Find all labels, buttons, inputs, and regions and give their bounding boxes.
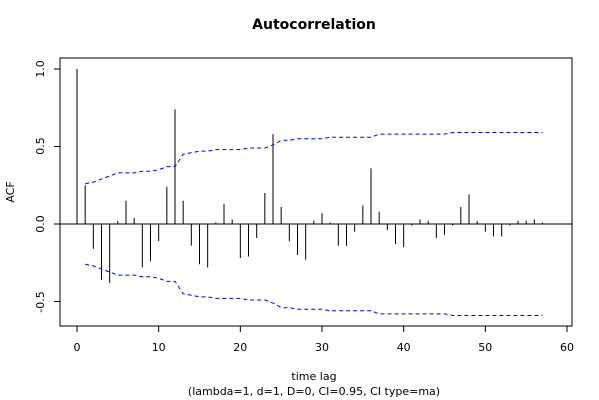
y-tick-label-05: 0.5 (34, 137, 47, 155)
x-tick-label-10: 10 (152, 341, 166, 354)
plot-frame (59, 57, 573, 327)
chart-title: Autocorrelation (252, 17, 376, 33)
x-tick-label-0: 0 (74, 341, 81, 354)
ci-upper-line (85, 132, 543, 185)
acf-bars (76, 69, 543, 283)
x-axis: 0 10 20 30 40 50 60 (74, 341, 575, 354)
y-axis: -0.5 0.0 0.5 1.0 (34, 60, 47, 312)
ci-lower-line (85, 263, 543, 316)
x-tick-label-40: 40 (397, 341, 411, 354)
y-axis-label: ACF (4, 181, 17, 202)
x-tick-label-30: 30 (315, 341, 329, 354)
y-tick-label-neg05: -0.5 (34, 291, 47, 312)
x-tick-label-50: 50 (478, 341, 492, 354)
x-tick-label-20: 20 (233, 341, 247, 354)
x-tick-label-60: 60 (560, 341, 574, 354)
x-axis-subtitle: (lambda=1, d=1, D=0, CI=0.95, CI type=ma… (188, 385, 440, 398)
ci-lines (85, 132, 543, 316)
x-axis-label: time lag (291, 370, 336, 383)
tick-marks (54, 68, 568, 332)
y-tick-label-00: 0.0 (34, 215, 47, 233)
y-tick-label-10: 1.0 (34, 60, 47, 78)
